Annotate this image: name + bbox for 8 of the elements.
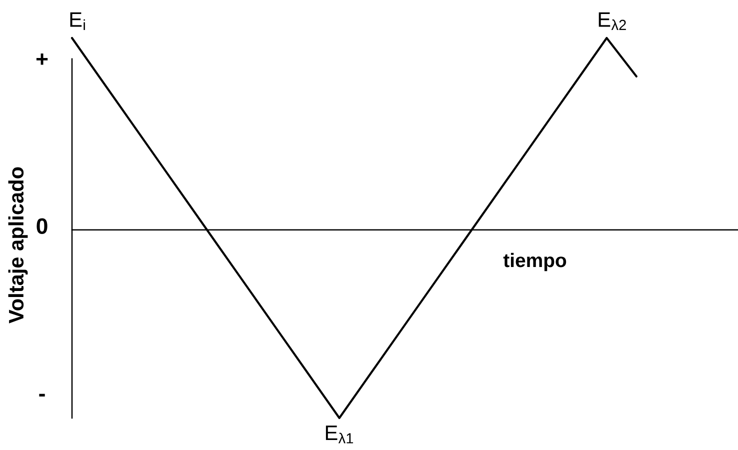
text: 0: [36, 218, 48, 234]
annotation: E$_{λ1}$: [326, 426, 354, 444]
x-axis-title: tiempo: [503, 252, 566, 272]
text: -: [39, 394, 45, 397]
annotation: E$_{λ2}$: [598, 12, 626, 30]
text: +: [36, 54, 48, 65]
annotation: E$_{i}$: [70, 12, 85, 30]
y-axis-title: Voltaje aplicado: [8, 167, 28, 324]
